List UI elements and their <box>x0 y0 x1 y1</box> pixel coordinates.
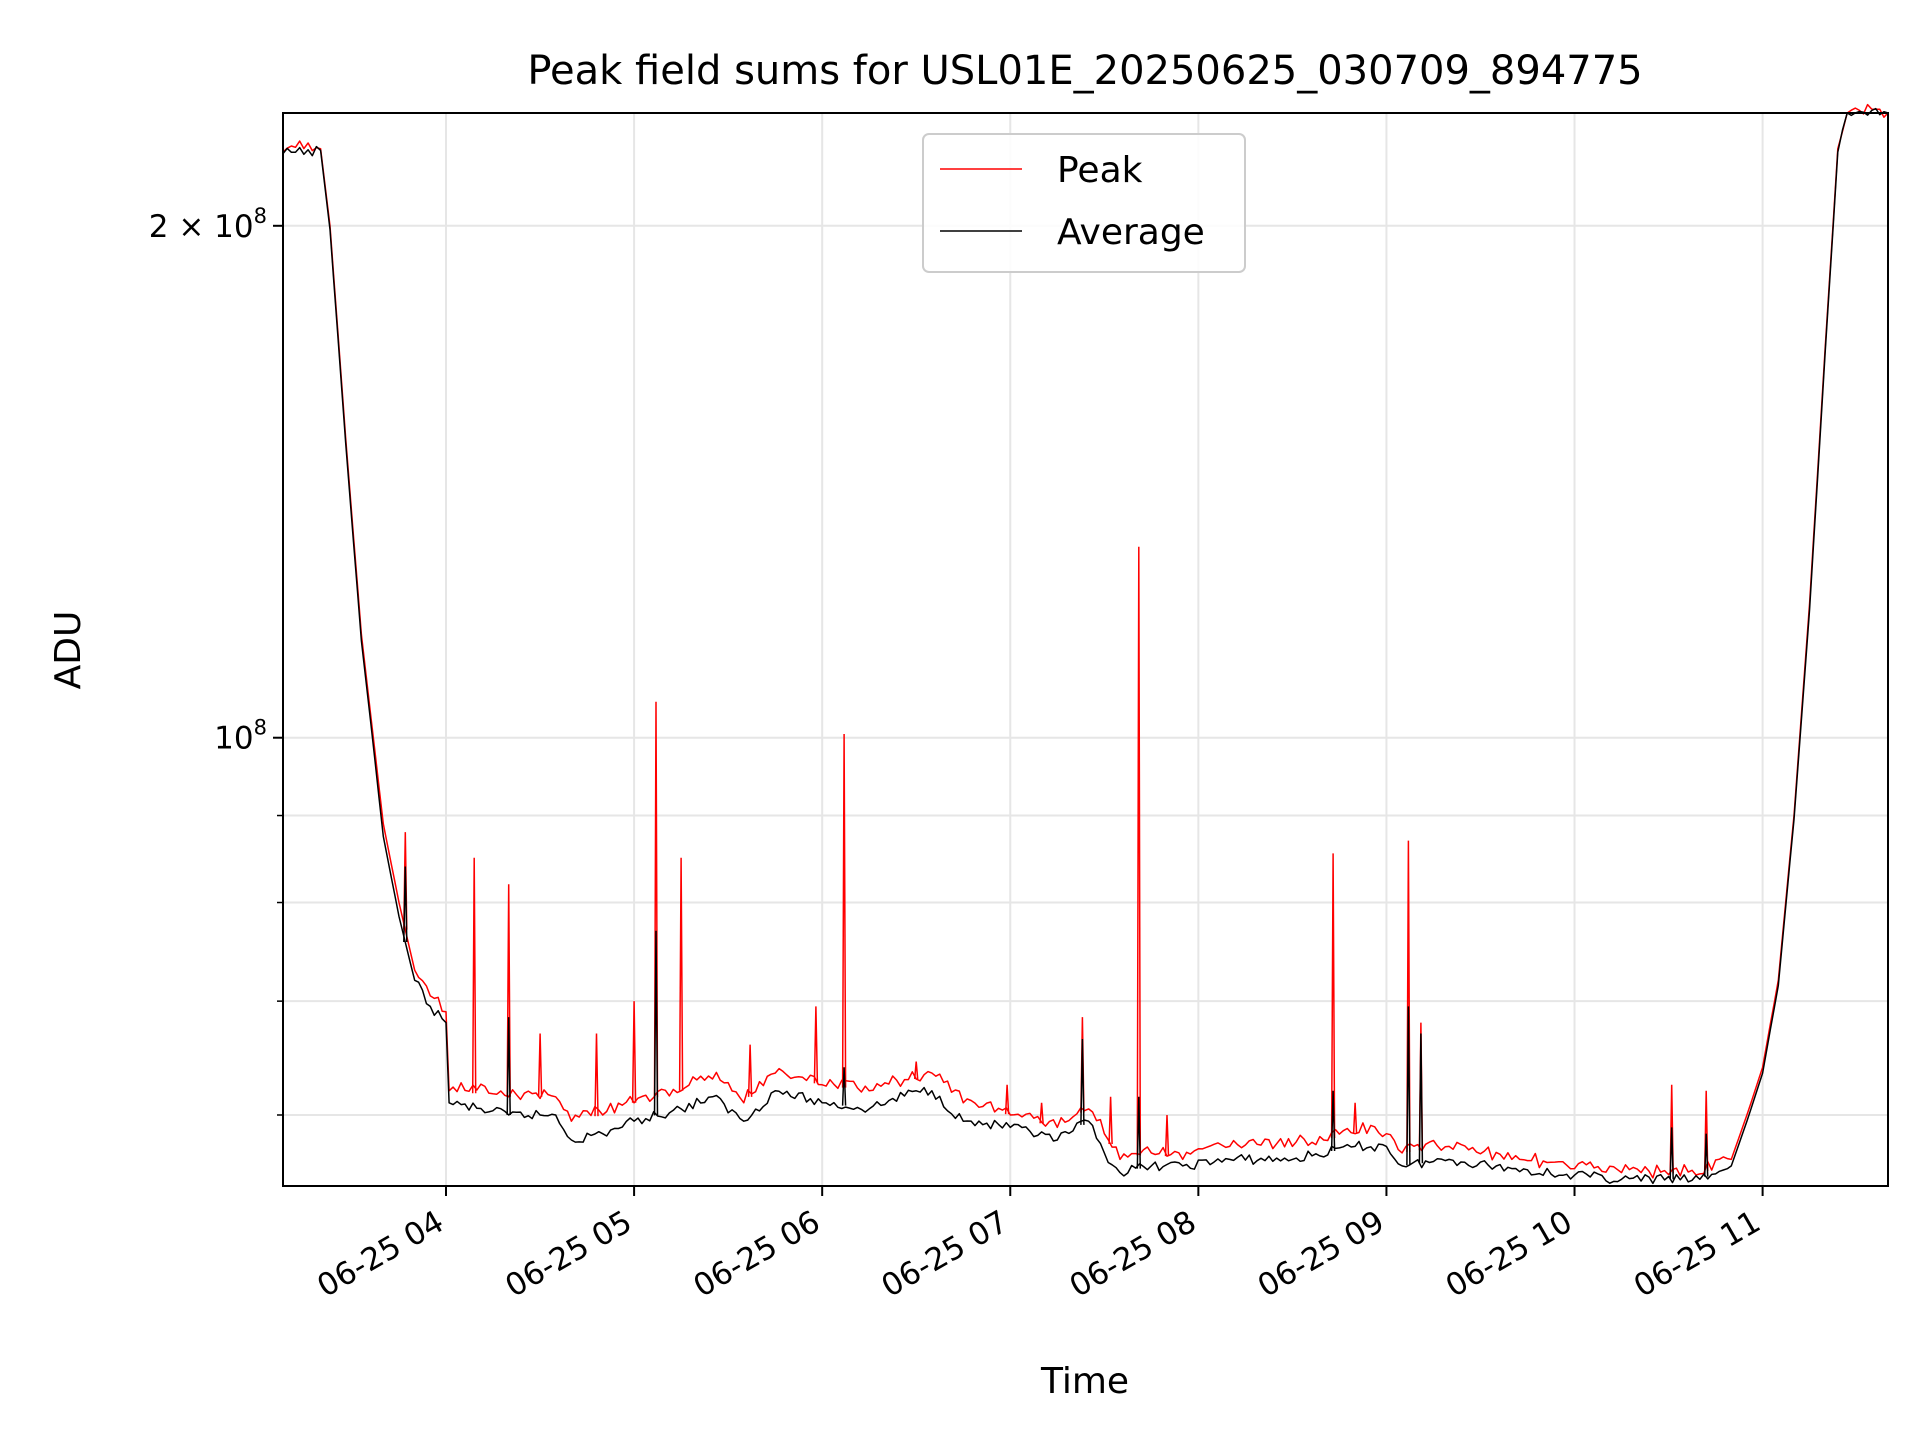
plot-frame <box>282 112 1889 1187</box>
series-spike-peak <box>1352 1102 1358 1134</box>
series-spike-average <box>841 1067 847 1106</box>
series-spike-peak <box>1039 1102 1044 1124</box>
series-line-peak <box>282 103 1889 1179</box>
series-spike-peak <box>1108 1096 1113 1145</box>
series-spike-average <box>1136 1096 1142 1169</box>
series-spike-average <box>1703 1133 1709 1177</box>
series-spike-average <box>1669 1127 1674 1180</box>
legend: Peak Average <box>922 133 1246 273</box>
y-axis-label: ADU <box>48 611 89 690</box>
series-spike-average <box>506 1017 511 1116</box>
legend-label-peak: Peak <box>1057 150 1143 191</box>
series-layer <box>282 103 1889 1185</box>
series-spike-peak <box>1136 546 1142 1156</box>
series-spike-peak <box>1330 853 1336 1139</box>
series-line-average <box>282 107 1889 1185</box>
series-spike-average <box>403 866 408 943</box>
series-spike-average <box>1406 1006 1411 1166</box>
y-axis: 108 2 × 108 <box>149 204 283 1116</box>
series-spike-peak <box>471 857 477 1094</box>
series-spike-average <box>1418 1033 1424 1164</box>
series-spike-peak <box>1004 1084 1010 1115</box>
series-spike-average <box>1080 1038 1085 1125</box>
series-spike-peak <box>537 1033 543 1097</box>
series-spike-peak <box>813 1006 819 1084</box>
series-spike-peak <box>631 1001 637 1103</box>
series-spike-peak <box>506 884 511 1097</box>
series-spike-average <box>653 930 659 1116</box>
series-spike-peak <box>747 1044 753 1097</box>
y-tick-label: 108 <box>214 716 267 757</box>
series-spike-peak <box>678 857 684 1091</box>
series-spike-peak <box>841 733 847 1088</box>
chart-title: Peak field sums for USL01E_20250625_0307… <box>527 48 1642 94</box>
y-tick-label: 2 × 108 <box>149 204 267 245</box>
x-axis-label: Time <box>1040 1361 1129 1402</box>
series-spike-peak <box>594 1033 599 1117</box>
legend-label-average: Average <box>1057 212 1205 253</box>
series-spike-peak <box>1164 1114 1170 1157</box>
series-spike-average <box>1330 1090 1336 1152</box>
series-spike-peak <box>913 1061 919 1080</box>
